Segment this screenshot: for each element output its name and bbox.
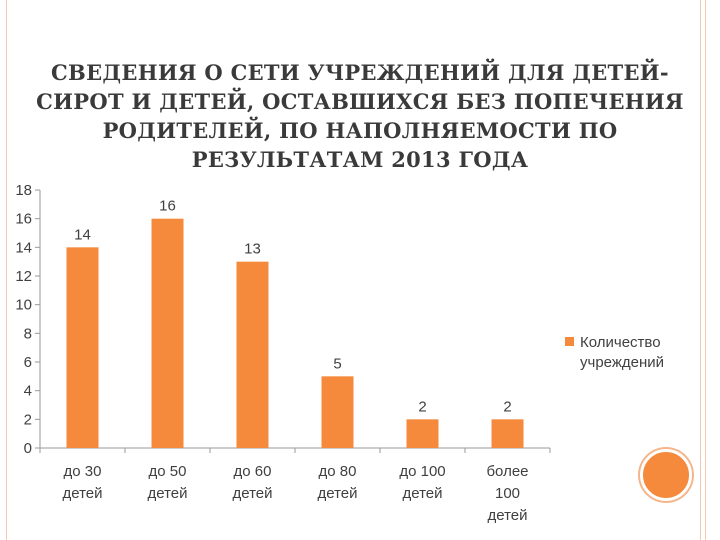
bar xyxy=(491,419,524,448)
x-category-label: до 60 xyxy=(234,463,272,480)
x-category-label: детей xyxy=(487,507,527,524)
y-tick-label: 10 xyxy=(15,297,32,314)
x-category-label: более xyxy=(486,463,528,480)
x-category-label: детей xyxy=(147,485,187,502)
decorative-circle xyxy=(640,449,692,501)
x-category-label: детей xyxy=(232,485,272,502)
legend-swatch xyxy=(565,337,574,346)
x-category-label: до 50 xyxy=(149,463,187,480)
x-category-label: 100 xyxy=(495,485,520,502)
chart-title: СВЕДЕНИЯ О СЕТИ УЧРЕЖДЕНИЙ ДЛЯ ДЕТЕЙ-СИР… xyxy=(36,60,684,172)
bar xyxy=(151,218,184,448)
x-category-label: до 100 xyxy=(399,463,445,480)
bar xyxy=(406,419,439,448)
x-category-label: детей xyxy=(62,485,102,502)
y-tick-label: 4 xyxy=(24,383,32,400)
bar xyxy=(236,261,269,448)
x-category-label: детей xyxy=(402,485,442,502)
legend-label: учреждений xyxy=(580,354,664,371)
y-tick-label: 8 xyxy=(24,325,32,342)
bar xyxy=(321,376,354,448)
x-category-label: детей xyxy=(317,485,357,502)
data-label: 2 xyxy=(503,398,511,415)
frame-line-right-inner xyxy=(705,0,706,540)
frame-line-right xyxy=(700,0,701,540)
y-tick-label: 18 xyxy=(15,182,32,199)
data-label: 13 xyxy=(244,241,261,258)
data-label: 5 xyxy=(333,355,341,372)
data-label: 14 xyxy=(74,226,91,243)
y-tick-label: 2 xyxy=(24,411,32,428)
data-label: 2 xyxy=(418,398,426,415)
frame-line-left xyxy=(6,0,7,540)
y-tick-label: 6 xyxy=(24,354,32,371)
y-tick-label: 16 xyxy=(15,211,32,228)
y-tick-label: 0 xyxy=(24,440,32,457)
x-category-label: до 80 xyxy=(319,463,357,480)
data-label: 16 xyxy=(159,198,176,215)
y-tick-label: 14 xyxy=(15,239,32,256)
bar xyxy=(66,247,99,448)
y-tick-label: 12 xyxy=(15,268,32,285)
legend-label: Количество xyxy=(580,334,661,351)
x-category-label: до 30 xyxy=(64,463,102,480)
